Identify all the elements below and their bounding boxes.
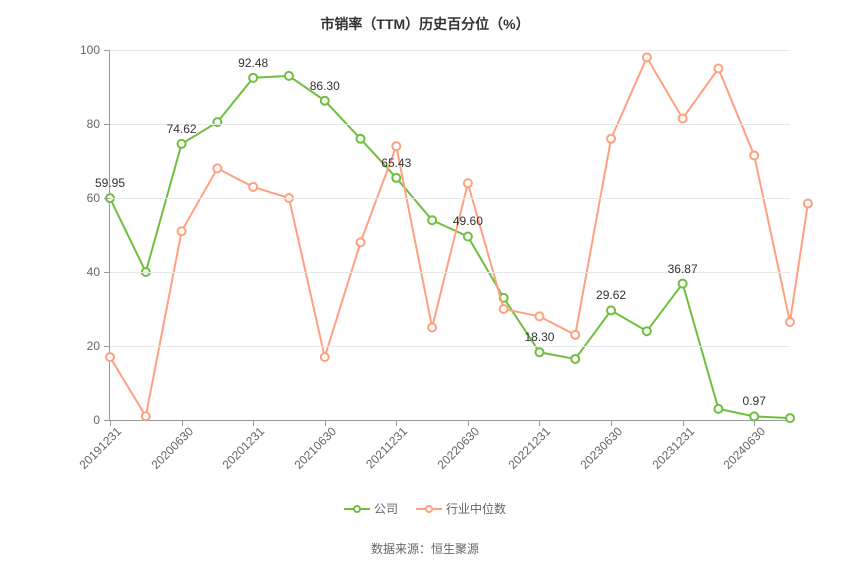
series-marker <box>249 183 257 191</box>
series-marker <box>178 227 186 235</box>
series-marker <box>321 97 329 105</box>
series-marker <box>178 140 186 148</box>
data-label: 0.97 <box>743 394 766 408</box>
series-marker <box>428 216 436 224</box>
y-tick-label: 40 <box>87 265 110 279</box>
series-marker <box>786 318 794 326</box>
data-label: 86.30 <box>310 79 340 93</box>
x-tick-label: 20201231 <box>215 420 267 472</box>
series-marker <box>392 174 400 182</box>
series-marker <box>464 179 472 187</box>
series-marker <box>607 306 615 314</box>
x-tick-label: 20221231 <box>502 420 554 472</box>
series-marker <box>643 327 651 335</box>
data-label: 49.60 <box>453 214 483 228</box>
series-marker <box>321 353 329 361</box>
data-label: 18.30 <box>524 330 554 344</box>
y-tick-label: 60 <box>87 191 110 205</box>
data-label: 36.87 <box>668 262 698 276</box>
x-tick-label: 20230630 <box>573 420 625 472</box>
series-marker <box>804 200 812 208</box>
legend-label: 行业中位数 <box>446 500 506 517</box>
series-marker <box>750 151 758 159</box>
series-marker <box>357 238 365 246</box>
x-tick-label: 20231231 <box>645 420 697 472</box>
series-marker <box>786 414 794 422</box>
series-marker <box>464 232 472 240</box>
grid-line <box>110 50 790 51</box>
series-marker <box>428 324 436 332</box>
series-marker <box>535 348 543 356</box>
series-marker <box>714 65 722 73</box>
y-tick-label: 20 <box>87 339 110 353</box>
legend-label: 公司 <box>374 500 398 517</box>
series-marker <box>679 114 687 122</box>
x-tick-label: 20220630 <box>430 420 482 472</box>
series-marker <box>571 355 579 363</box>
series-marker <box>213 164 221 172</box>
grid-line <box>110 198 790 199</box>
x-axis <box>110 420 790 421</box>
chart-svg <box>110 50 790 420</box>
series-marker <box>500 305 508 313</box>
y-tick-label: 80 <box>87 117 110 131</box>
data-label: 59.95 <box>95 176 125 190</box>
series-marker <box>285 72 293 80</box>
x-tick-label: 20200630 <box>144 420 196 472</box>
series-marker <box>714 405 722 413</box>
chart-title: 市销率（TTM）历史百分位（%） <box>0 0 850 34</box>
grid-line <box>110 346 790 347</box>
x-tick-label: 20210630 <box>287 420 339 472</box>
x-tick-label: 20211231 <box>359 420 410 471</box>
y-tick-label: 100 <box>80 43 110 57</box>
legend-item[interactable]: 公司 <box>344 500 398 517</box>
grid-line <box>110 124 790 125</box>
series-marker <box>249 74 257 82</box>
chart-container: 市销率（TTM）历史百分位（%） 02040608010020191231202… <box>0 0 850 575</box>
legend-item[interactable]: 行业中位数 <box>416 500 506 517</box>
series-marker <box>392 142 400 150</box>
data-label: 92.48 <box>238 56 268 70</box>
series-marker <box>357 135 365 143</box>
source-text: 数据来源：恒生聚源 <box>0 540 850 557</box>
data-label: 29.62 <box>596 288 626 302</box>
x-tick-label: 20191231 <box>72 420 124 472</box>
series-marker <box>106 353 114 361</box>
series-marker <box>571 331 579 339</box>
data-label: 74.62 <box>167 122 197 136</box>
plot-area: 0204060801002019123120200630202012312021… <box>110 50 790 420</box>
series-marker <box>607 135 615 143</box>
legend-swatch <box>344 502 370 516</box>
series-line <box>110 57 808 416</box>
x-tick-label: 20240630 <box>716 420 768 472</box>
series-line <box>110 76 790 418</box>
legend-swatch <box>416 502 442 516</box>
legend: 公司 行业中位数 <box>0 500 850 517</box>
series-marker <box>535 312 543 320</box>
data-label: 65.43 <box>381 156 411 170</box>
series-marker <box>643 53 651 61</box>
series-marker <box>142 412 150 420</box>
series-marker <box>679 280 687 288</box>
